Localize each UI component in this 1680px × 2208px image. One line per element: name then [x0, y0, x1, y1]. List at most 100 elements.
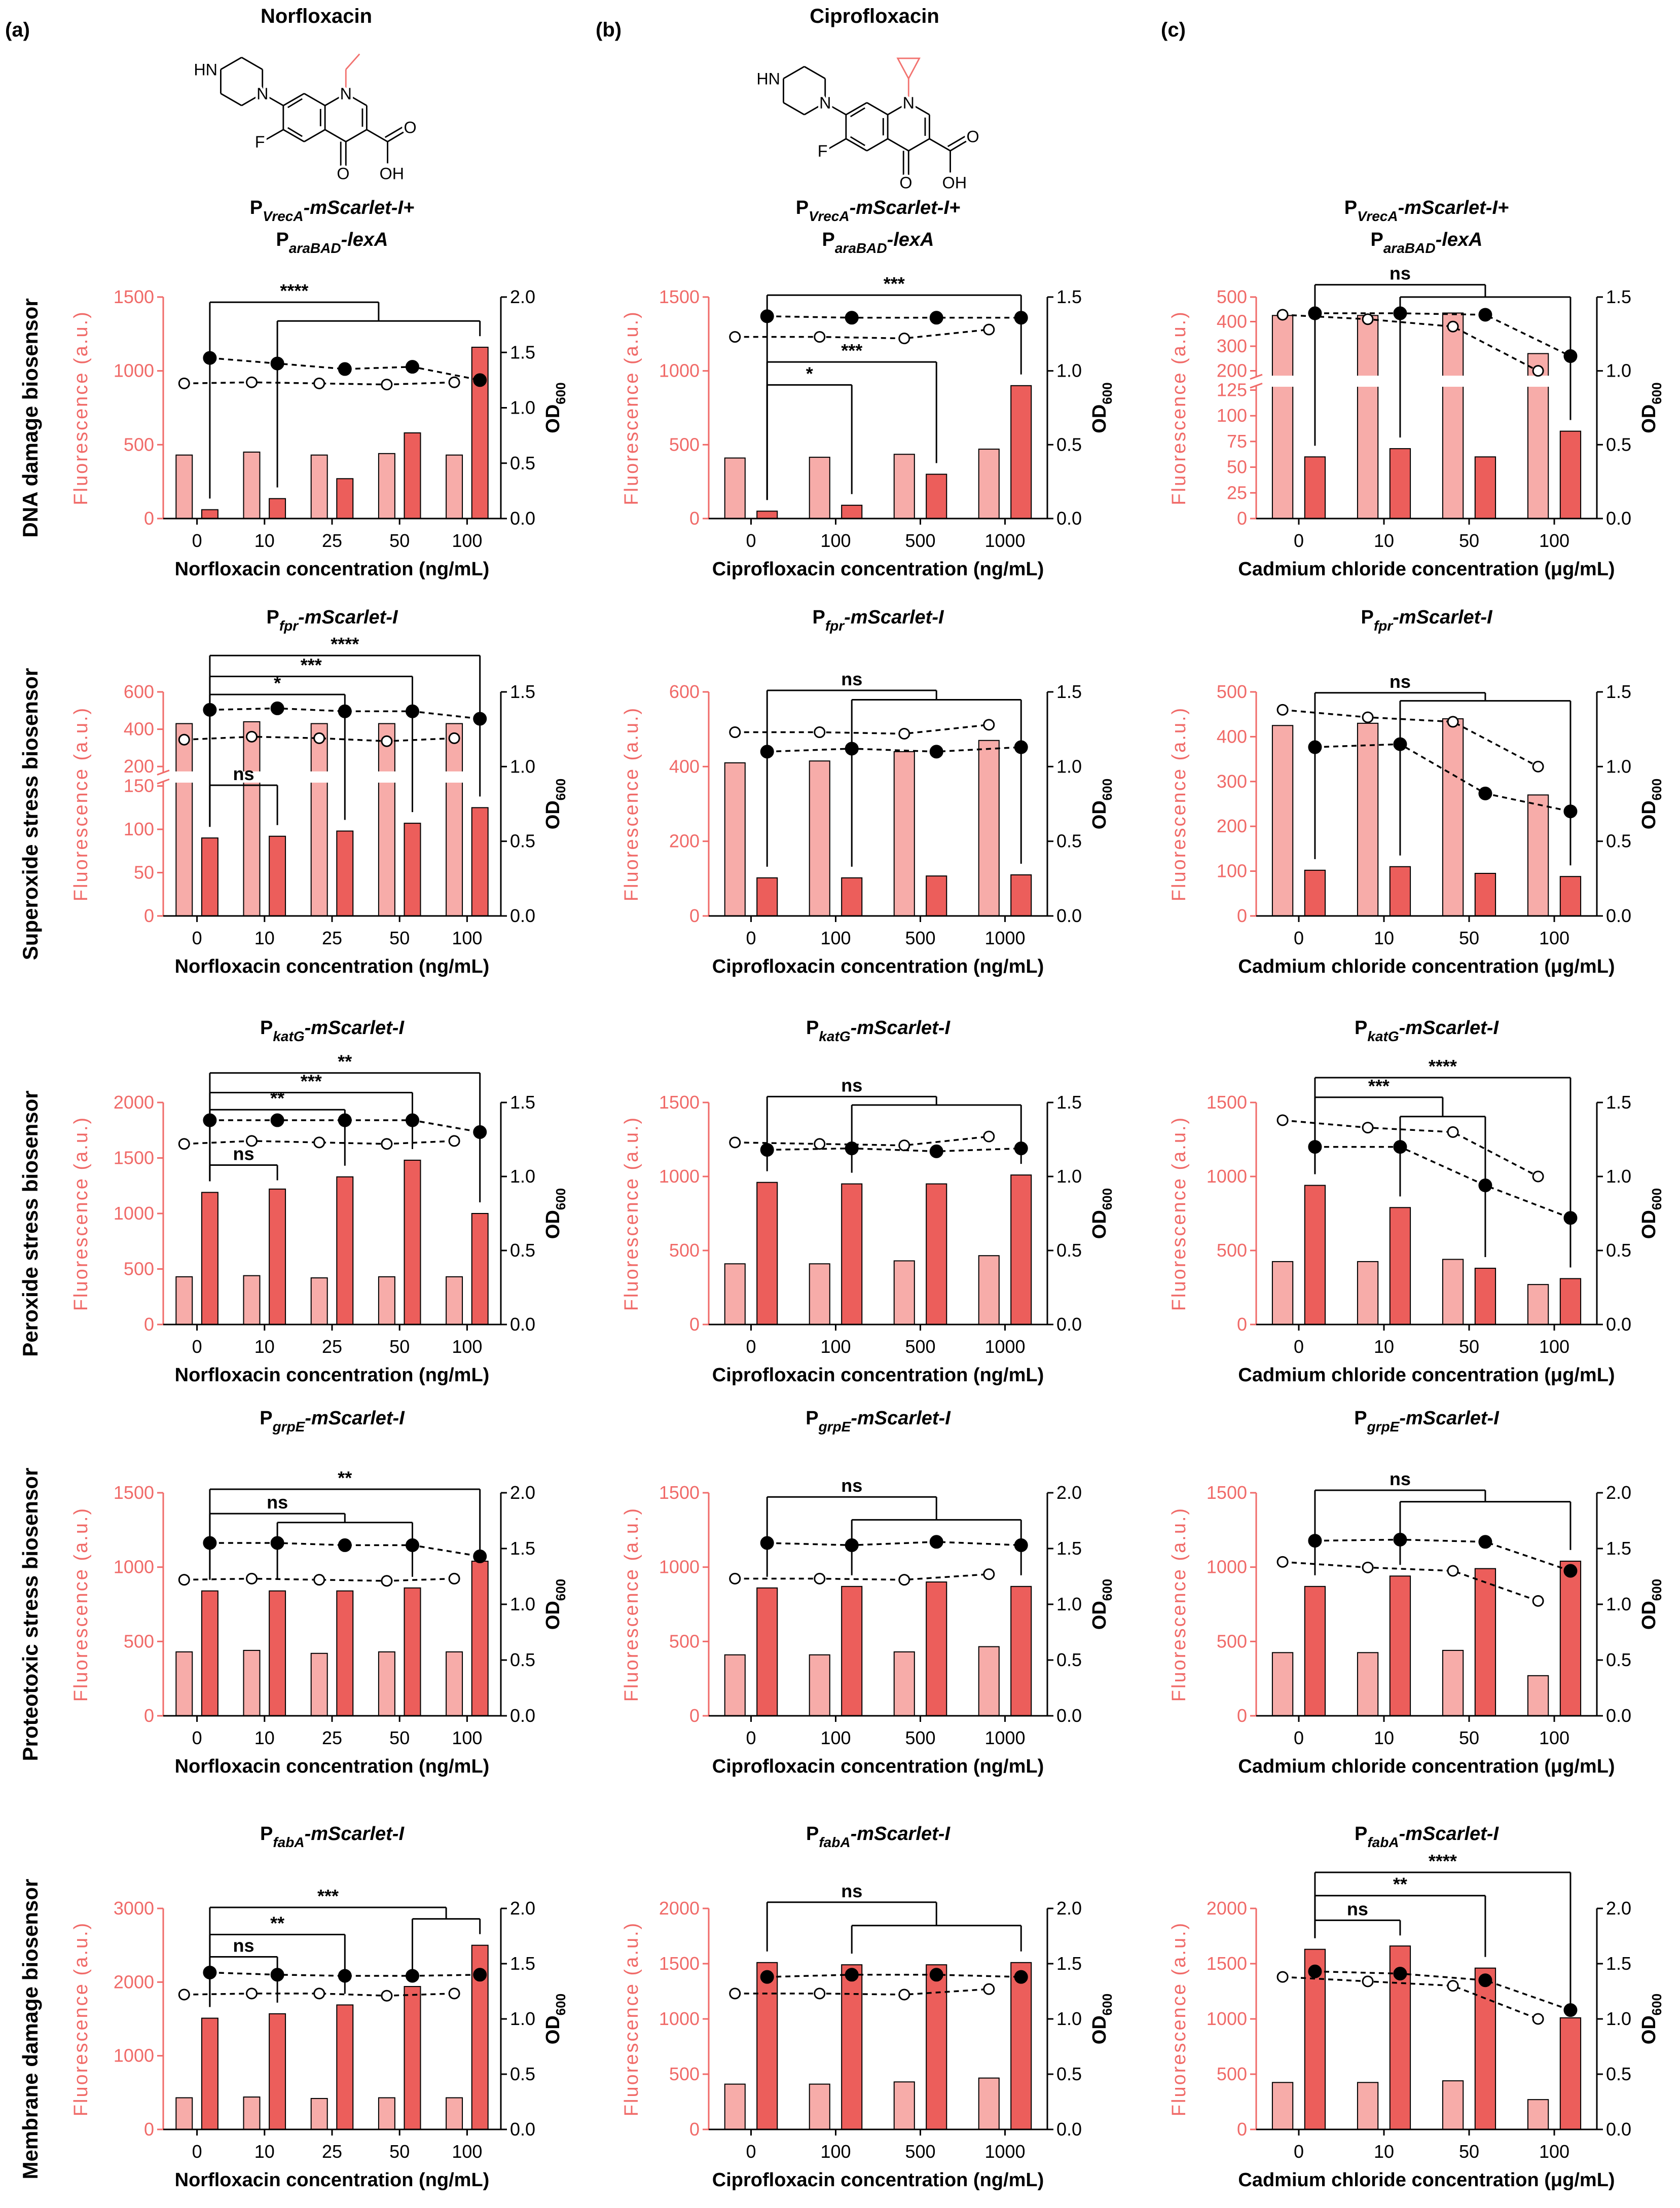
point-od_control-100 — [1532, 2013, 1544, 2025]
bar-treated-100 — [471, 1560, 489, 1717]
x-tick-label: 100 — [1539, 2141, 1569, 2162]
y2-tick-label: 1.5 — [1606, 1953, 1631, 1974]
point-od_control-10 — [1362, 1122, 1374, 1134]
atom-label: OH — [380, 165, 404, 183]
x-tick-label: 1000 — [984, 1727, 1025, 1748]
point-od_control-50 — [1447, 1126, 1459, 1138]
point-od_control-0 — [1276, 1556, 1289, 1568]
x-tick-label: 10 — [254, 1336, 275, 1357]
bar-control-500 — [893, 1260, 915, 1325]
y2-axis-label-main: OD — [1089, 2015, 1110, 2044]
point-od_control-100 — [814, 726, 826, 739]
y2-axis-label: OD600 — [1089, 382, 1115, 433]
title-rest: -mScarlet-I — [844, 607, 944, 628]
bond-line — [220, 93, 242, 106]
bond-line — [324, 93, 346, 106]
title-promoter-sub: VrecA — [263, 208, 303, 224]
point-od_control-50 — [381, 1575, 393, 1587]
y2-axis-label-main: OD — [1638, 1601, 1660, 1630]
x-tick-label: 500 — [905, 1336, 935, 1357]
y-tick-label: 0 — [689, 1705, 700, 1726]
y2-axis-label-main: OD — [542, 800, 564, 829]
y2-tick-label: 0.5 — [1056, 831, 1082, 852]
y2-tick-label: 1.0 — [1606, 360, 1631, 381]
ciprofloxacin-structure: HN N N F O O OH — [754, 57, 981, 194]
point-od_control-1000 — [983, 323, 995, 336]
bar-control-50 — [378, 723, 395, 917]
significance-bracket: **** — [1314, 1056, 1572, 1268]
point-od_treated-50 — [1478, 1973, 1492, 1988]
y-tick-label: 1500 — [659, 1953, 700, 1974]
y-tick-label: 1000 — [114, 1557, 154, 1577]
y2-axis-label: OD600 — [542, 1579, 568, 1630]
y-tick-label: 0 — [144, 2119, 154, 2140]
y2-axis-label: OD600 — [542, 1188, 568, 1239]
y-tick-label: 500 — [669, 434, 700, 455]
y2-tick-label: 0.0 — [1056, 2119, 1082, 2140]
bond-line — [384, 126, 403, 138]
y2-tick-label: 0.0 — [1056, 508, 1082, 529]
point-od_treated-500 — [929, 1535, 943, 1549]
y2-tick-label: 1.5 — [1056, 1538, 1082, 1559]
bar-treated-100 — [841, 1964, 863, 2130]
y-tick-label: 300 — [1217, 336, 1247, 356]
bar-control-0 — [724, 457, 746, 520]
y2-tick-label: 0.5 — [510, 1240, 535, 1261]
chart-title-line: PfabA-mScarlet-I — [1355, 1823, 1499, 1850]
significance-bracket: * — [766, 363, 853, 500]
y2-tick-label: 0.5 — [1606, 1649, 1631, 1670]
panel-label-b: (b) — [596, 19, 622, 41]
y2-tick-label: 0.5 — [1606, 2064, 1631, 2084]
y2-tick-label: 0.5 — [1056, 434, 1082, 455]
point-od_control-10 — [245, 1988, 258, 2000]
bar-control-500 — [893, 2081, 915, 2130]
y2-tick-label: 2.0 — [510, 1898, 535, 1919]
significance-bracket: ns — [209, 1935, 278, 2007]
line-od_control — [1282, 1119, 1539, 1177]
bar-control-50 — [378, 1651, 395, 1717]
bar-treated-10 — [1389, 448, 1411, 519]
significance-bracket: **** — [1314, 1851, 1572, 2007]
x-tick-label: 0 — [192, 1727, 202, 1748]
bar-treated-0 — [756, 1182, 778, 1325]
point-od_control-100 — [814, 1572, 826, 1585]
y-axis-label: Fluorescence (a.u.) — [621, 1116, 642, 1311]
title-rest: -mScarlet-I+ — [1398, 197, 1509, 218]
y-tick-label: 125 — [1217, 380, 1247, 400]
bar-control-10 — [243, 1649, 261, 1717]
bar-treated-50 — [1474, 1967, 1496, 2130]
x-tick-label: 100 — [820, 530, 851, 551]
bar-control-0 — [175, 1276, 193, 1326]
y-tick-label: 200 — [669, 831, 700, 852]
x-tick-label: 25 — [322, 1727, 342, 1748]
chart-title-line: PkatG-mScarlet-I — [1355, 1017, 1499, 1044]
x-tick-label: 100 — [820, 1727, 851, 1748]
y-axis-label: Fluorescence (a.u.) — [70, 1922, 92, 2116]
significance-bracket: ns — [209, 1492, 414, 1580]
y2-axis-label-main: OD — [1638, 2015, 1660, 2044]
bar-treated-0 — [1304, 1185, 1326, 1326]
bar-control-0 — [1271, 2082, 1294, 2130]
title-rest: -mScarlet-I+ — [850, 197, 961, 218]
significance-label: ns — [267, 1492, 288, 1513]
title-promoter-sub: fabA — [1367, 1834, 1399, 1850]
bar-control-1000 — [978, 2077, 1000, 2130]
bar-treated-10 — [269, 1188, 286, 1326]
significance-label: ns — [233, 1144, 254, 1164]
bar-control-1000 — [978, 1646, 1000, 1717]
y2-tick-label: 1.5 — [1606, 1538, 1631, 1559]
title-main: P — [1355, 1823, 1367, 1845]
chart-panel-c3: 0 500 1000 1500 0.0 0.5 1.0 1.5 0 10 50 100 Cadmium … — [1168, 1017, 1664, 1386]
point-od_control-0 — [178, 733, 190, 746]
x-tick-label: 100 — [452, 530, 482, 551]
title-rest: -mScarlet-I — [305, 1408, 405, 1429]
bond-line — [908, 102, 930, 116]
y-tick-label: 1500 — [659, 1482, 700, 1503]
chart-panel-a5: 0 1000 2000 3000 0.0 0.5 1.0 1.5 2.0 0 10 25 50 100 No… — [70, 1823, 568, 2191]
point-od_control-0 — [729, 1572, 741, 1585]
point-od_control-10 — [1362, 1975, 1374, 1988]
x-tick-label: 0 — [1294, 530, 1304, 551]
x-axis-label: Cadmium chloride concentration (μg/mL) — [1238, 2169, 1615, 2191]
y-tick-label: 1000 — [659, 1557, 700, 1577]
